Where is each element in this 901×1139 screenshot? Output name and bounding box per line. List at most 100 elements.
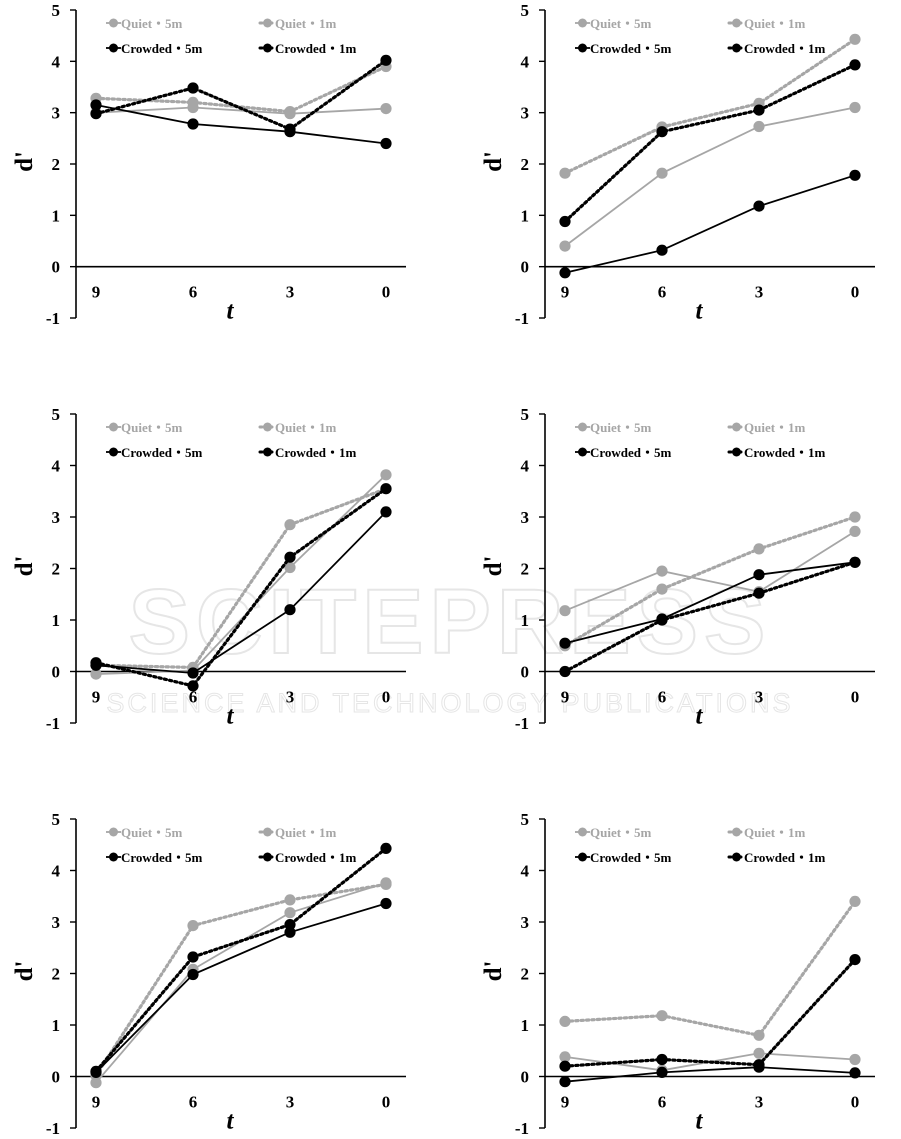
- y-tick-label: 3: [52, 508, 61, 527]
- legend-entry: Crowded・1m: [258, 41, 357, 56]
- series-line: [564, 530, 856, 612]
- series-line: [94, 487, 388, 688]
- data-point: [849, 169, 861, 181]
- legend-entry: Crowded・5m: [575, 850, 672, 865]
- legend-label: Quiet・1m: [744, 825, 806, 840]
- x-tick-label: 6: [189, 688, 198, 707]
- data-point: [753, 120, 765, 133]
- series-line: [94, 882, 388, 1078]
- legend-label: Quiet・5m: [590, 420, 652, 435]
- data-point: [753, 543, 765, 555]
- y-tick-label: 2: [521, 560, 530, 579]
- legend-label: Quiet・1m: [275, 825, 337, 840]
- legend-entry: Crowded・5m: [106, 445, 203, 460]
- legend-marker: [263, 852, 272, 862]
- legend-marker: [263, 422, 272, 432]
- x-tick-label: 0: [851, 283, 860, 302]
- data-point: [559, 637, 571, 649]
- x-tick-label: 6: [658, 1093, 667, 1112]
- legend-marker: [109, 852, 118, 862]
- series-line: [95, 104, 387, 145]
- y-tick-label: 2: [521, 155, 530, 174]
- legend-entry: Quiet・5m: [575, 420, 652, 435]
- y-tick-label: 5: [521, 405, 530, 424]
- legend-marker: [732, 422, 741, 432]
- data-point: [187, 96, 199, 108]
- data-point: [849, 59, 861, 71]
- legend-label: Crowded・5m: [590, 41, 672, 56]
- data-point: [90, 99, 102, 111]
- legend-entry: Quiet・5m: [575, 825, 652, 840]
- series-line: [564, 106, 856, 247]
- y-tick-label: 0: [521, 258, 530, 277]
- y-axis-title: d': [480, 151, 507, 172]
- x-tick-label: 9: [92, 688, 101, 707]
- legend-label: Quiet・5m: [121, 825, 183, 840]
- legend-label: Quiet・1m: [275, 420, 337, 435]
- data-point: [753, 200, 765, 212]
- x-tick-label: 3: [755, 688, 764, 707]
- data-point: [559, 605, 571, 617]
- data-point: [284, 604, 296, 616]
- data-point: [656, 1010, 668, 1022]
- y-tick-label: 3: [521, 508, 530, 527]
- data-point: [559, 1051, 571, 1063]
- legend-marker: [263, 43, 272, 53]
- data-point: [849, 511, 861, 523]
- data-point: [187, 968, 199, 981]
- y-axis-title: d': [11, 151, 38, 172]
- data-point: [380, 897, 392, 910]
- legend-entry: Quiet・5m: [106, 825, 183, 840]
- x-tick-label: 9: [92, 283, 101, 302]
- data-point: [284, 926, 296, 938]
- data-point: [380, 483, 392, 495]
- legend-entry: Quiet・5m: [106, 16, 183, 31]
- legend-label: Crowded・1m: [744, 850, 826, 865]
- y-axis-title: d': [11, 555, 38, 576]
- legend-marker: [578, 43, 587, 53]
- data-point: [753, 104, 765, 116]
- legend-label: Quiet・1m: [275, 16, 337, 31]
- y-tick-label: 2: [52, 965, 61, 984]
- series-line: [563, 560, 857, 674]
- legend-label: Crowded・1m: [275, 445, 357, 460]
- y-tick-label: 1: [521, 611, 530, 630]
- y-tick-label: 1: [52, 611, 61, 630]
- data-point: [849, 33, 861, 45]
- legend-label: Quiet・1m: [744, 16, 806, 31]
- legend-entry: Crowded・1m: [727, 41, 826, 56]
- series-line: [564, 174, 856, 274]
- data-point: [849, 525, 861, 538]
- legend-marker: [109, 43, 118, 53]
- x-tick-label: 9: [561, 688, 570, 707]
- x-axis-title: t: [696, 1108, 704, 1135]
- legend-marker: [109, 18, 118, 28]
- y-tick-label: 0: [521, 663, 530, 682]
- x-axis-title: t: [227, 298, 235, 325]
- legend-marker: [732, 852, 741, 862]
- series-line: [94, 846, 388, 1073]
- legend-label: Crowded・5m: [590, 445, 672, 460]
- data-point: [559, 215, 571, 228]
- data-point: [656, 126, 668, 138]
- y-tick-label: 0: [52, 663, 61, 682]
- legend-entry: Crowded・5m: [106, 850, 203, 865]
- legend-marker: [109, 447, 118, 457]
- data-point: [753, 569, 765, 581]
- data-point: [559, 167, 571, 179]
- data-point: [559, 1060, 571, 1072]
- data-point: [380, 137, 392, 150]
- legend-label: Crowded・5m: [121, 41, 203, 56]
- legend-label: Crowded・1m: [275, 41, 357, 56]
- x-tick-label: 3: [755, 283, 764, 302]
- x-tick-label: 6: [189, 1093, 198, 1112]
- legend-marker: [578, 18, 587, 28]
- y-tick-label: 3: [521, 913, 530, 932]
- y-tick-label: -1: [515, 714, 529, 733]
- data-point: [284, 551, 296, 563]
- y-tick-label: 5: [521, 1, 530, 20]
- y-tick-label: 2: [52, 560, 61, 579]
- data-point: [284, 519, 296, 531]
- data-point: [849, 101, 861, 114]
- data-point: [380, 469, 392, 481]
